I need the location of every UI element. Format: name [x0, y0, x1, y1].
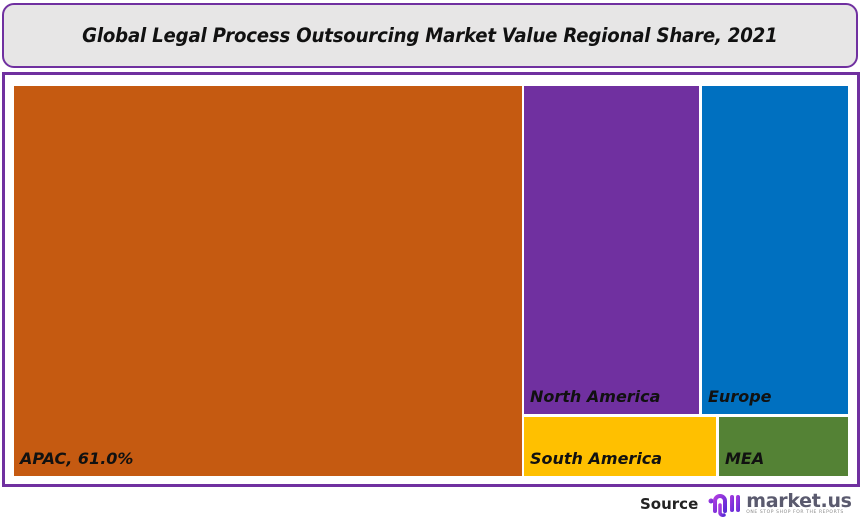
chart-title-box: Global Legal Process Outsourcing Market … [2, 3, 858, 68]
tile-europe: Europe [702, 86, 848, 414]
tile-label-south-america: South America [530, 449, 663, 468]
treemap-frame: APAC, 61.0% North America Europe South A… [2, 72, 860, 487]
brand-name: market.us [746, 490, 852, 512]
source-label: Source [640, 495, 699, 513]
market-us-logo-icon [708, 494, 741, 517]
tile-north-america: North America [524, 86, 699, 414]
tile-apac: APAC, 61.0% [14, 86, 522, 476]
tile-label-europe: Europe [708, 387, 772, 406]
chart-title: Global Legal Process Outsourcing Market … [82, 24, 778, 47]
brand-tagline: ONE STOP SHOP FOR THE REPORTS [746, 510, 844, 515]
source-attribution: Source market.us ONE STOP SHOP FOR THE R… [640, 491, 852, 517]
tile-label-north-america: North America [530, 387, 661, 406]
tile-label-mea: MEA [725, 449, 765, 468]
tile-mea: MEA [719, 417, 848, 476]
market-us-logo: market.us ONE STOP SHOP FOR THE REPORTS [708, 490, 852, 517]
tile-label-apac: APAC, 61.0% [20, 449, 134, 468]
tile-south-america: South America [524, 417, 716, 476]
